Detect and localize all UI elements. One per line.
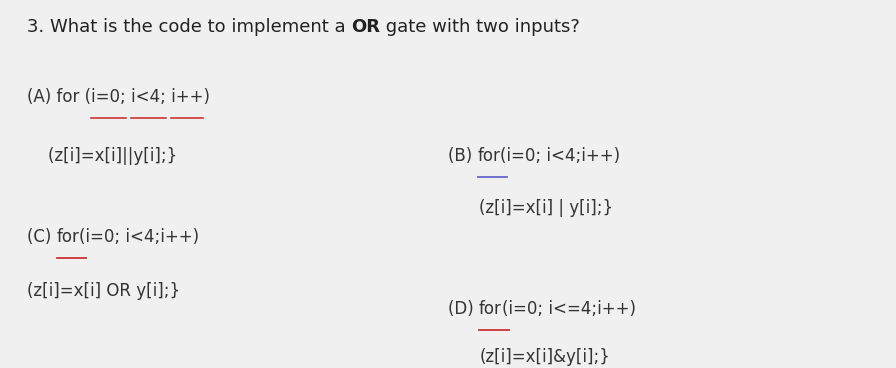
Text: for: for	[56, 228, 80, 246]
Text: OR: OR	[351, 18, 380, 36]
Text: (i=0; i<4;i++): (i=0; i<4;i++)	[80, 228, 200, 246]
Text: gate with two inputs?: gate with two inputs?	[380, 18, 580, 36]
Text: (i=0; i<4;i++): (i=0; i<4;i++)	[500, 147, 621, 165]
Text: (D): (D)	[448, 300, 479, 318]
Text: for: for	[479, 300, 502, 318]
Text: 3. What is the code to implement a: 3. What is the code to implement a	[27, 18, 351, 36]
Text: (z[i]=x[i] | y[i];}: (z[i]=x[i] | y[i];}	[479, 199, 614, 217]
Text: (z[i]=x[i] OR y[i];}: (z[i]=x[i] OR y[i];}	[27, 282, 180, 300]
Text: (z[i]=x[i]||y[i];}: (z[i]=x[i]||y[i];}	[27, 147, 177, 165]
Text: (i=0; i<=4;i++): (i=0; i<=4;i++)	[502, 300, 636, 318]
Text: (A) for (i=0; i<4; i++): (A) for (i=0; i<4; i++)	[27, 88, 210, 106]
Text: (C): (C)	[27, 228, 56, 246]
Text: (z[i]=x[i]&y[i];}: (z[i]=x[i]&y[i];}	[479, 348, 610, 366]
Text: (B): (B)	[448, 147, 478, 165]
Text: for: for	[478, 147, 500, 165]
